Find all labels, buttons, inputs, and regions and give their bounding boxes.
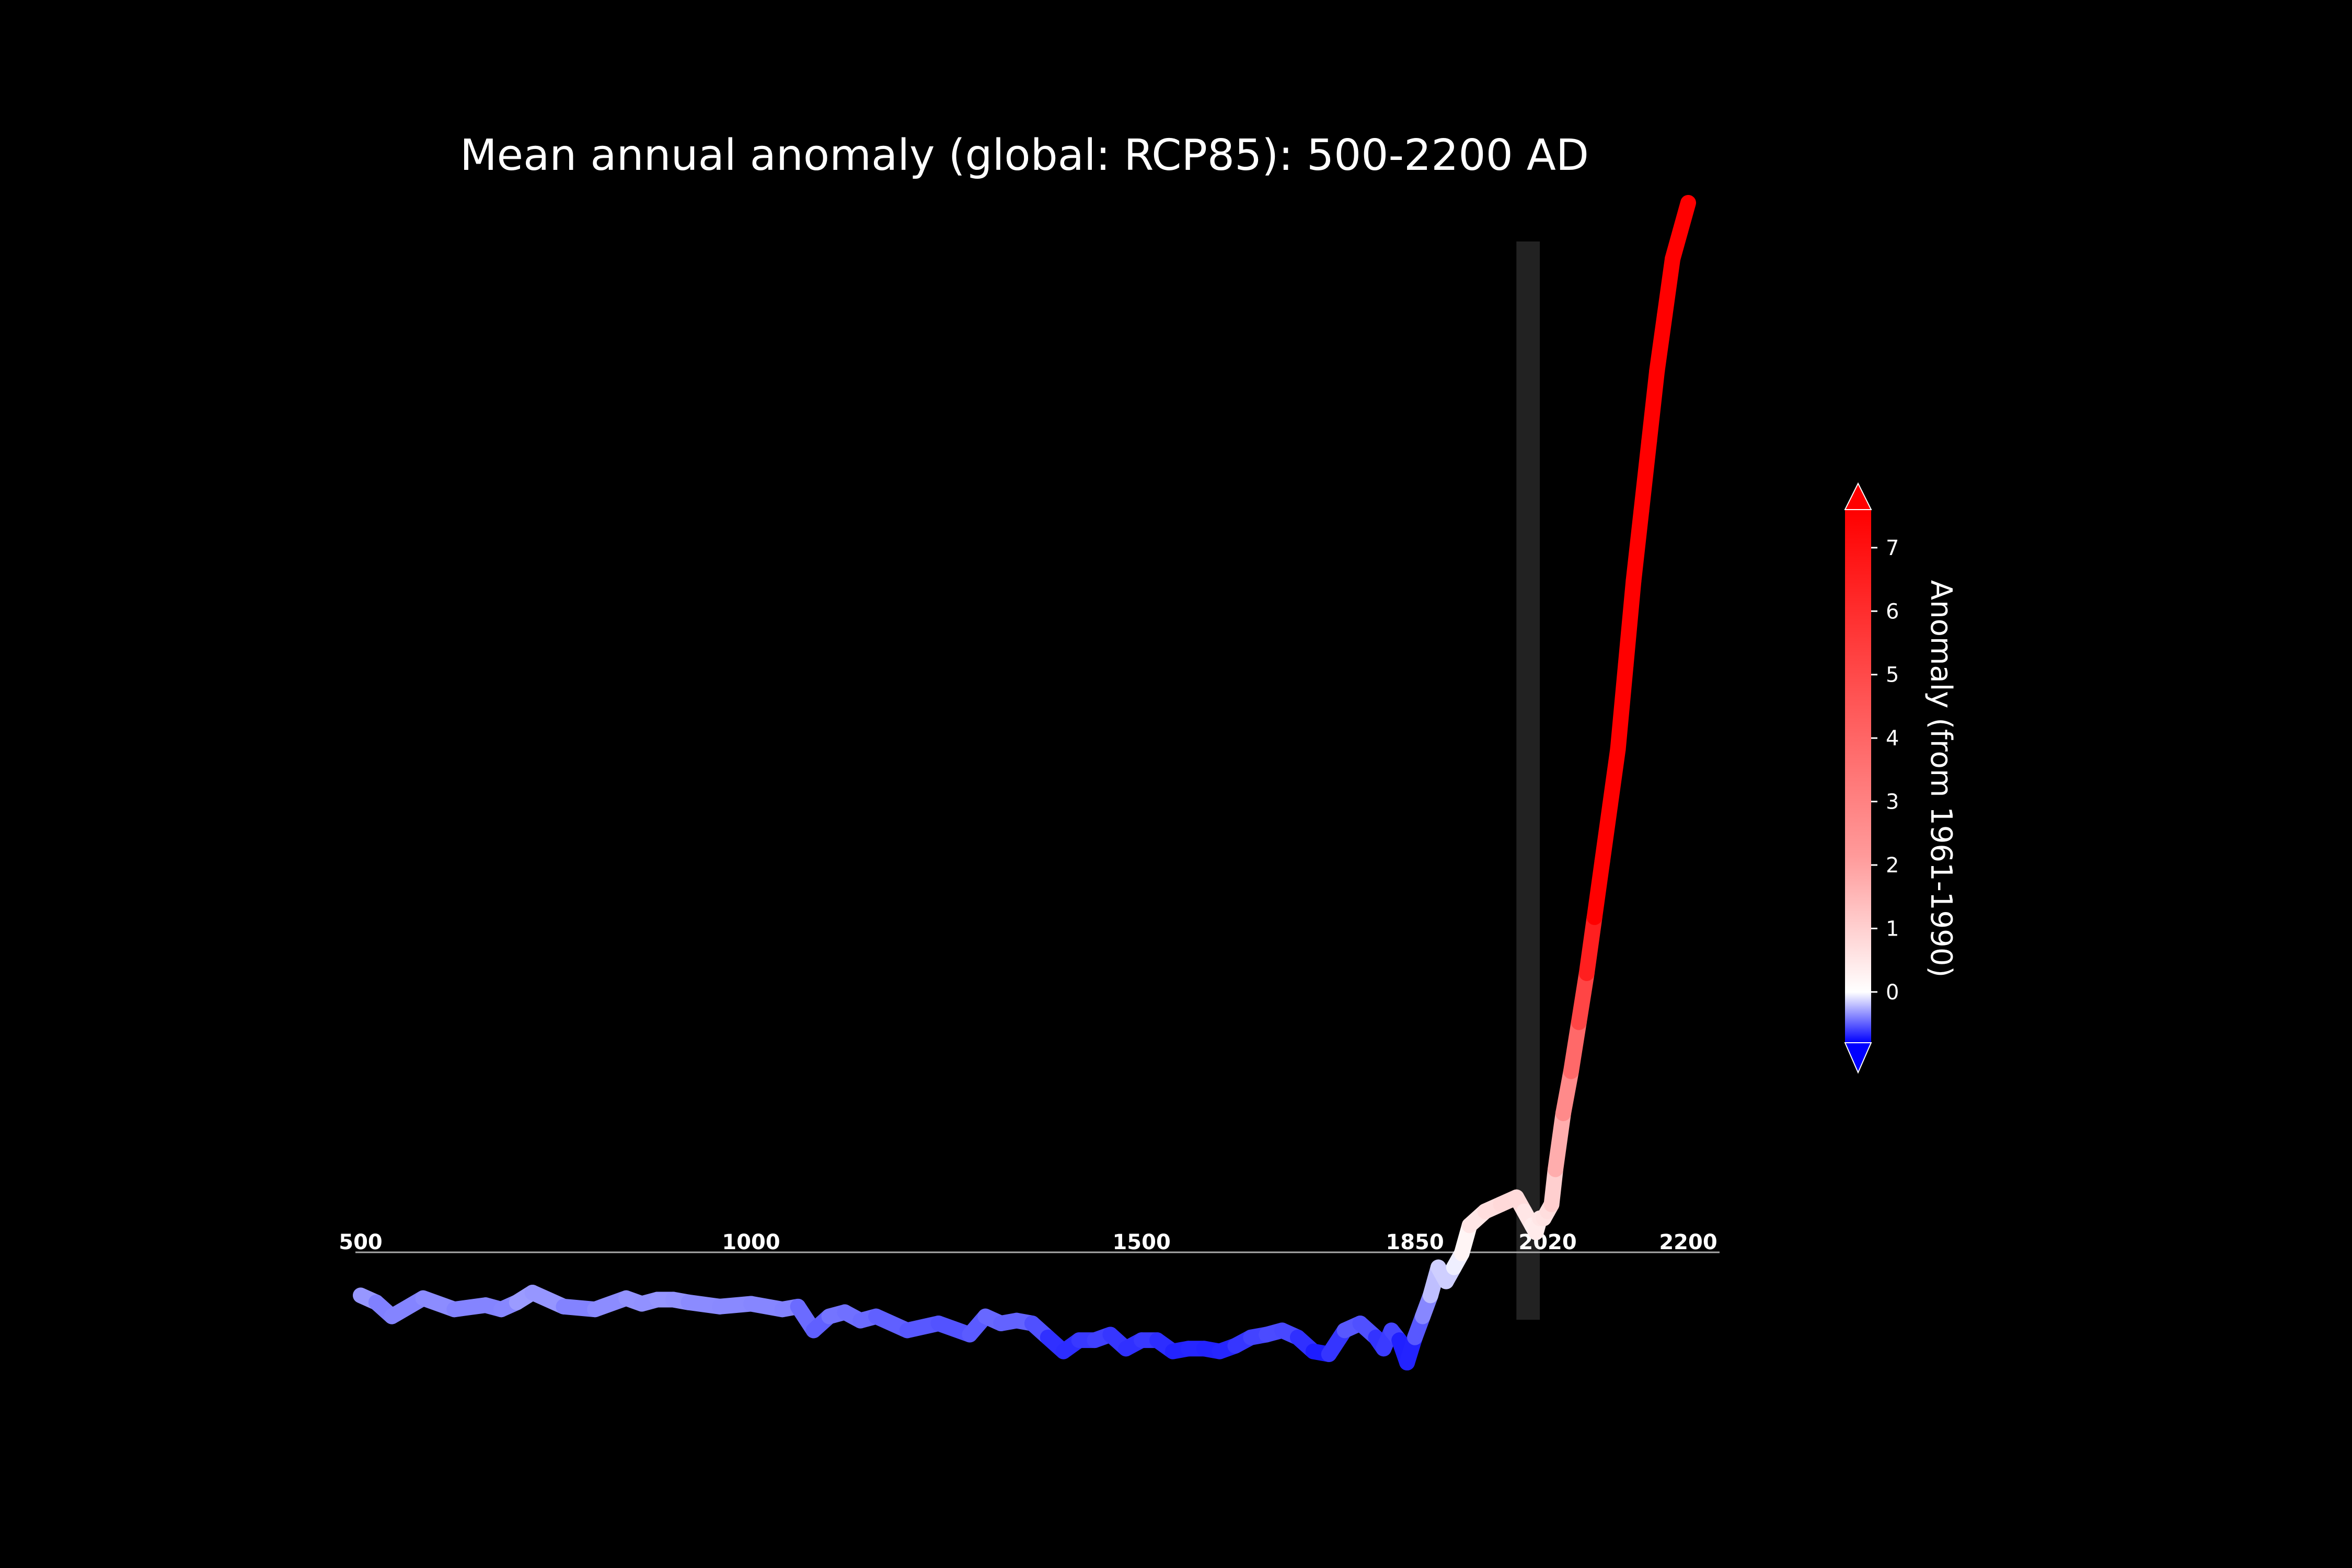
x-tick-label: 1500 [1112, 1230, 1170, 1254]
x-tick-label: 2200 [1659, 1230, 1717, 1254]
colorbar-tick-label: 1 [1886, 917, 1899, 941]
x-tick-label: 1850 [1386, 1230, 1444, 1254]
x-tick-label: 2020 [1518, 1230, 1576, 1254]
colorbar-label: Anomaly (from 1961-1990) [1924, 580, 1958, 977]
colorbar-extend-top [1844, 482, 1872, 510]
colorbar-tick-label: 0 [1886, 981, 1899, 1005]
chart-title: Mean annual anomaly (global: RCP85): 500… [460, 131, 1589, 180]
colorbar-tick-label: 2 [1886, 854, 1899, 878]
highlight-band [1516, 241, 1540, 1320]
plot-area: 500 1000 1500 1850 2020 2200 [339, 195, 1720, 1371]
series-segment [1649, 307, 1673, 379]
colorbar-extend-bottom [1844, 1042, 1872, 1074]
colorbar-tick-label: 5 [1886, 663, 1899, 687]
colorbar-tick-label: 3 [1886, 790, 1899, 814]
series-segment [1571, 965, 1595, 1030]
series-segment [1641, 363, 1665, 449]
colorbar-tick-label: 7 [1886, 536, 1899, 560]
series-segment [1618, 573, 1642, 673]
series-segment [1563, 1014, 1587, 1079]
series-segment [1548, 1105, 1571, 1178]
anomaly-series-line [353, 195, 1696, 1371]
colorbar-tick-label: 6 [1886, 599, 1899, 624]
series-segment [1633, 433, 1657, 519]
colorbar: 0 1 2 3 4 5 6 7 Anomaly (from 1961-1990) [1844, 482, 1958, 1074]
series-segment [1586, 853, 1610, 925]
series-segment [1657, 251, 1681, 323]
series-segment [1625, 503, 1650, 589]
series-segment [1610, 657, 1634, 757]
series-segment [1673, 195, 1696, 239]
x-tick-label: 500 [339, 1230, 383, 1254]
x-tick-label: 1000 [722, 1230, 780, 1254]
colorbar-tick-label: 4 [1886, 727, 1899, 751]
colorbar-ticks: 0 1 2 3 4 5 6 7 [1871, 536, 1899, 1005]
series-segment [1602, 741, 1626, 813]
series-segment [1594, 797, 1618, 869]
series-segment [1578, 909, 1602, 981]
x-tick-labels: 500 1000 1500 1850 2020 2200 [339, 1230, 1717, 1254]
colorbar-gradient [1845, 510, 1871, 1043]
